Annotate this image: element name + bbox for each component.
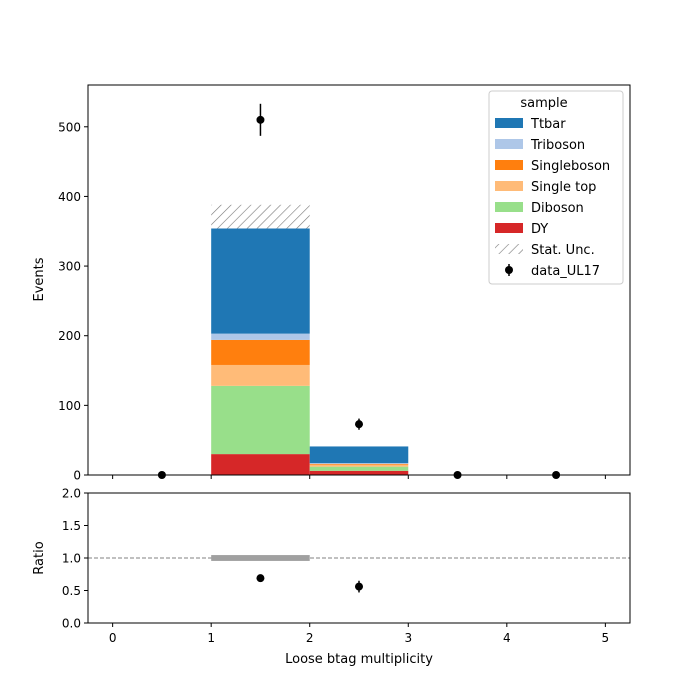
- main-y-tick-label: 100: [58, 399, 81, 413]
- ratio-y-tick-label: 1.0: [62, 552, 81, 566]
- x-tick-label: 3: [404, 631, 412, 645]
- stack-bar-dy-bin-1: [211, 454, 310, 475]
- stack-bar-dy-bin-2: [309, 470, 409, 475]
- x-axis-label: Loose btag multiplicity: [285, 652, 433, 667]
- ratio-y-tick-label: 2.0: [62, 487, 81, 501]
- data-point: [355, 420, 363, 429]
- legend-label: data_UL17: [531, 264, 600, 279]
- ratio-unc-band: [211, 555, 310, 561]
- main-y-tick-label: 500: [58, 120, 81, 134]
- legend-swatch-triboson: [495, 139, 523, 149]
- legend-label: Singleboson: [531, 159, 610, 174]
- stat-unc-hatch-bin-1: [211, 204, 310, 229]
- x-tick-label: 2: [306, 631, 314, 645]
- legend-swatch-single-top: [495, 181, 523, 191]
- x-tick-label: 5: [602, 631, 610, 645]
- stack-bar-single-top-bin-2: [309, 464, 409, 467]
- main-y-axis-label: Events: [32, 257, 47, 301]
- legend: sample Ttbar Triboson Singleboson Single top…: [488, 90, 624, 285]
- legend-swatch-ttbar: [495, 118, 523, 128]
- main-y-tick-label: 400: [58, 190, 81, 204]
- stack-bar-singleboson-bin-1: [211, 339, 310, 365]
- legend-swatch-diboson: [495, 202, 523, 212]
- legend-label: Ttbar: [530, 117, 566, 132]
- main-y-tick-label: 200: [58, 329, 81, 343]
- main-plot-frame: [87, 84, 631, 476]
- ratio-point: [256, 574, 265, 583]
- ratio-y-tick-label: 0.0: [62, 617, 81, 631]
- x-tick-label: 0: [109, 631, 117, 645]
- stack-bar-ttbar-bin-1: [211, 228, 310, 334]
- legend-label: DY: [531, 222, 548, 237]
- main-y-tick-label: 0: [73, 469, 81, 483]
- ratio-y-axis-label: Ratio: [32, 541, 47, 574]
- ratio-point: [355, 582, 363, 591]
- legend-label: Single top: [531, 180, 596, 195]
- legend-label: Triboson: [530, 138, 585, 153]
- legend-label: Diboson: [531, 201, 584, 216]
- legend-title: sample: [520, 96, 567, 111]
- legend-swatch-dy: [495, 223, 523, 233]
- main-plot-panel: 0 100 200 300 400 500 sample Ttbar Triboson Singl…: [58, 84, 631, 483]
- stack-bar-diboson-bin-2: [309, 466, 409, 471]
- ratio-plot-panel: 0.0 0.5 1.0 1.5 2.0 0 1 2 3 4 5: [62, 487, 631, 645]
- legend-marker-data: [505, 266, 513, 274]
- stack-bar-ttbar-bin-2: [309, 446, 409, 464]
- legend-swatch-stat-unc: [495, 244, 523, 254]
- ratio-y-tick-label: 1.5: [62, 519, 81, 533]
- x-tick-label: 1: [207, 631, 215, 645]
- x-tick-label: 4: [503, 631, 511, 645]
- main-y-tick-label: 300: [58, 260, 81, 274]
- stack-bar-single-top-bin-1: [211, 364, 310, 386]
- stack-bar-triboson-bin-1: [211, 333, 310, 340]
- legend-label: Stat. Unc.: [531, 243, 595, 258]
- legend-swatch-singleboson: [495, 160, 523, 170]
- stack-bar-diboson-bin-1: [211, 385, 310, 455]
- data-point: [256, 115, 265, 124]
- stack-bar-singleboson-bin-2: [309, 463, 409, 465]
- stack-bar-triboson-bin-2: [309, 463, 409, 464]
- ratio-y-tick-label: 0.5: [62, 584, 81, 598]
